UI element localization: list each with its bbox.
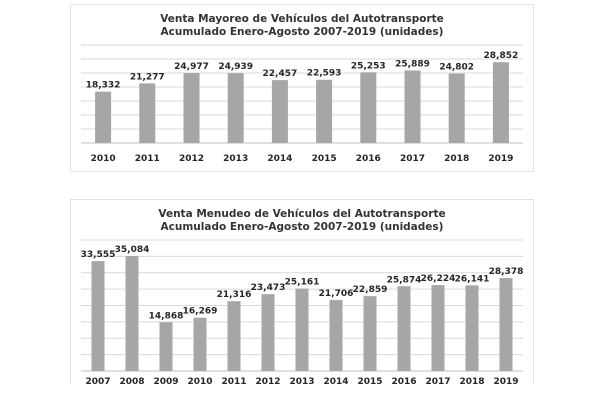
mayoreo-bar <box>360 72 377 143</box>
mayoreo-bar <box>227 73 244 143</box>
menudeo-data-label: 33,555 <box>81 250 116 260</box>
menudeo-data-label: 26,224 <box>421 274 456 284</box>
mayoreo-x-tick-label: 2010 <box>91 154 116 164</box>
mayoreo-chart-subtitle: Acumulado Enero-Agosto 2007-2019 (unidad… <box>160 26 444 38</box>
mayoreo-x-tick-label: 2019 <box>488 154 513 164</box>
mayoreo-bar <box>492 62 509 143</box>
menudeo-x-tick-label: 2019 <box>493 377 518 387</box>
menudeo-data-label: 21,316 <box>217 290 252 300</box>
mayoreo-x-tick-label: 2015 <box>312 154 337 164</box>
menudeo-data-label: 26,141 <box>455 274 490 284</box>
mayoreo-data-label: 21,277 <box>130 72 165 82</box>
mayoreo-bar <box>316 79 333 143</box>
mayoreo-x-tick-label: 2014 <box>267 154 292 164</box>
menudeo-bar <box>91 261 105 371</box>
menudeo-bar <box>125 256 139 371</box>
menudeo-x-tick-label: 2007 <box>85 377 110 387</box>
menudeo-x-tick-label: 2014 <box>323 377 348 387</box>
menudeo-bar <box>193 317 207 371</box>
mayoreo-x-tick-label: 2018 <box>444 154 469 164</box>
menudeo-bar <box>329 299 343 371</box>
mayoreo-bar <box>404 70 421 143</box>
mayoreo-data-label: 28,852 <box>484 51 519 61</box>
menudeo-bar <box>431 285 445 371</box>
menudeo-bar <box>261 294 275 371</box>
mayoreo-bar <box>95 91 112 143</box>
mayoreo-chart-panel: Venta Mayoreo de Vehículos del Autotrans… <box>70 4 534 172</box>
mayoreo-bar <box>139 83 156 143</box>
mayoreo-data-label: 22,593 <box>307 69 342 79</box>
menudeo-bar <box>363 296 377 371</box>
menudeo-data-label: 28,378 <box>489 267 524 277</box>
mayoreo-x-tick-label: 2016 <box>356 154 381 164</box>
menudeo-bar <box>397 286 411 371</box>
mayoreo-chart-title: Venta Mayoreo de Vehículos del Autotrans… <box>160 13 444 25</box>
menudeo-bar <box>227 301 241 371</box>
mayoreo-data-label: 18,332 <box>86 81 121 91</box>
mayoreo-data-label: 22,457 <box>263 69 298 79</box>
mayoreo-x-tick-label: 2013 <box>223 154 248 164</box>
menudeo-data-label: 23,473 <box>251 283 286 293</box>
menudeo-data-label: 25,874 <box>387 275 422 285</box>
menudeo-bar <box>159 322 173 371</box>
menudeo-data-label: 16,269 <box>183 307 218 317</box>
menudeo-data-label: 22,859 <box>353 285 388 295</box>
menudeo-x-tick-label: 2016 <box>391 377 416 387</box>
menudeo-x-tick-label: 2015 <box>357 377 382 387</box>
mayoreo-bar <box>183 73 200 143</box>
menudeo-x-tick-label: 2011 <box>221 377 246 387</box>
menudeo-x-tick-label: 2018 <box>459 377 484 387</box>
mayoreo-bar <box>271 80 288 143</box>
menudeo-data-label: 25,161 <box>285 278 320 288</box>
mayoreo-bar-chart: 18,332 2010 21,277 2011 24,977 2012 24,939 2013… <box>81 44 523 164</box>
mayoreo-data-label: 24,977 <box>174 62 209 72</box>
menudeo-chart-panel: Venta Menudeo de Vehículos del Autotrans… <box>70 199 534 387</box>
menudeo-x-tick-label: 2013 <box>289 377 314 387</box>
menudeo-data-label: 35,084 <box>115 245 150 255</box>
menudeo-chart-subtitle: Acumulado Enero-Agosto 2007-2019 (unidad… <box>160 221 444 233</box>
menudeo-chart-title: Venta Menudeo de Vehículos del Autotrans… <box>158 208 446 220</box>
menudeo-bar-chart: 33,555 2007 35,084 2008 14,868 2009 16,269 2010… <box>81 239 524 387</box>
menudeo-bar <box>295 288 309 371</box>
menudeo-bar <box>465 285 479 371</box>
menudeo-data-label: 14,868 <box>149 311 184 321</box>
mayoreo-bar <box>448 73 465 143</box>
mayoreo-data-label: 24,939 <box>218 62 253 72</box>
menudeo-data-label: 21,706 <box>319 289 354 299</box>
mayoreo-x-tick-label: 2012 <box>179 154 204 164</box>
menudeo-x-tick-label: 2008 <box>119 377 144 387</box>
mayoreo-x-tick-label: 2017 <box>400 154 425 164</box>
menudeo-bar <box>499 278 513 371</box>
mayoreo-data-label: 25,253 <box>351 61 386 71</box>
mayoreo-data-label: 25,889 <box>395 60 430 70</box>
menudeo-x-tick-label: 2017 <box>425 377 450 387</box>
mayoreo-x-tick-label: 2011 <box>135 154 160 164</box>
menudeo-x-tick-label: 2010 <box>187 377 212 387</box>
menudeo-x-tick-label: 2009 <box>153 377 178 387</box>
mayoreo-data-label: 24,802 <box>439 63 474 73</box>
menudeo-x-tick-label: 2012 <box>255 377 280 387</box>
